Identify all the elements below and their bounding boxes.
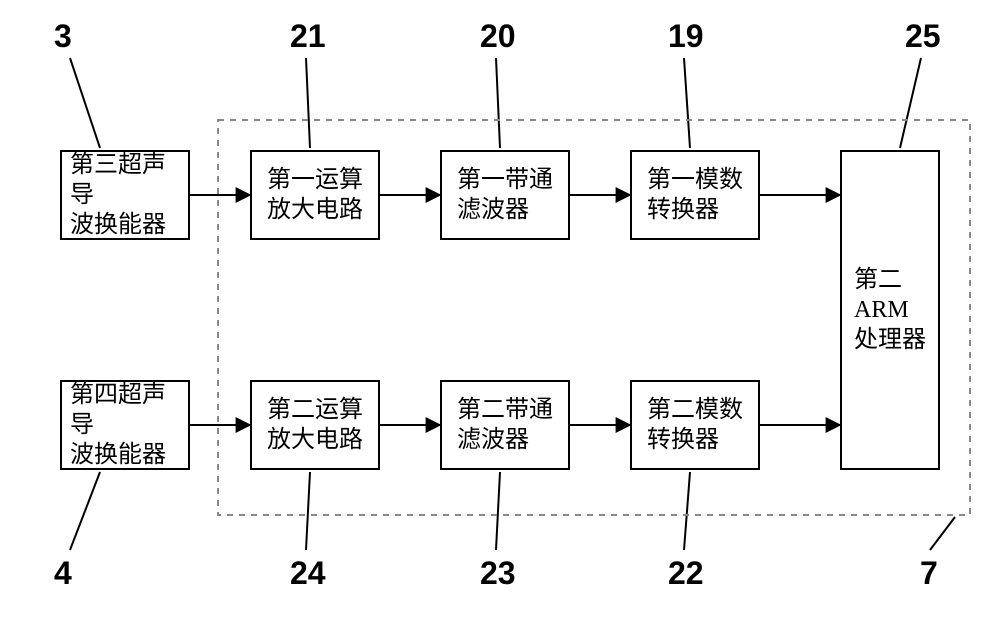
block-label: 第一带通 滤波器 xyxy=(457,165,553,225)
block-label: 第一运算 放大电路 xyxy=(267,165,363,225)
block-b21: 第一运算 放大电路 xyxy=(250,150,380,240)
lead-line-19 xyxy=(684,58,690,148)
block-b20: 第一带通 滤波器 xyxy=(440,150,570,240)
block-label: 第二 ARM 处理器 xyxy=(854,265,926,355)
ref-number-21: 21 xyxy=(290,18,326,55)
lead-line-21 xyxy=(306,58,310,148)
block-b22: 第二模数 转换器 xyxy=(630,380,760,470)
lead-line-24 xyxy=(306,472,310,550)
block-b3: 第三超声导 波换能器 xyxy=(60,150,190,240)
ref-number-4: 4 xyxy=(54,555,72,592)
lead-line-4 xyxy=(70,472,100,550)
lead-line-22 xyxy=(684,472,690,550)
block-b19: 第一模数 转换器 xyxy=(630,150,760,240)
lead-line-20 xyxy=(496,58,500,148)
lead-line-3 xyxy=(70,58,100,148)
lead-line-23 xyxy=(496,472,500,550)
block-b24: 第二运算 放大电路 xyxy=(250,380,380,470)
block-label: 第一模数 转换器 xyxy=(647,165,743,225)
block-b25: 第二 ARM 处理器 xyxy=(840,150,940,470)
lead-line-7 xyxy=(930,517,955,550)
block-label: 第二带通 滤波器 xyxy=(457,395,553,455)
block-label: 第二模数 转换器 xyxy=(647,395,743,455)
ref-number-19: 19 xyxy=(668,18,704,55)
block-b4: 第四超声导 波换能器 xyxy=(60,380,190,470)
block-b23: 第二带通 滤波器 xyxy=(440,380,570,470)
lead-line-25 xyxy=(900,58,921,148)
block-label: 第四超声导 波换能器 xyxy=(70,380,180,470)
block-diagram: 第三超声导 波换能器第四超声导 波换能器 第一运算 放大电路第二运算 放大电路 第一… xyxy=(0,0,1000,630)
ref-number-3: 3 xyxy=(54,18,72,55)
block-label: 第三超声导 波换能器 xyxy=(70,150,180,240)
ref-number-22: 22 xyxy=(668,555,704,592)
ref-number-25: 25 xyxy=(905,18,941,55)
ref-number-20: 20 xyxy=(480,18,516,55)
block-label: 第二运算 放大电路 xyxy=(267,395,363,455)
ref-number-7: 7 xyxy=(920,555,938,592)
ref-number-23: 23 xyxy=(480,555,516,592)
ref-number-24: 24 xyxy=(290,555,326,592)
